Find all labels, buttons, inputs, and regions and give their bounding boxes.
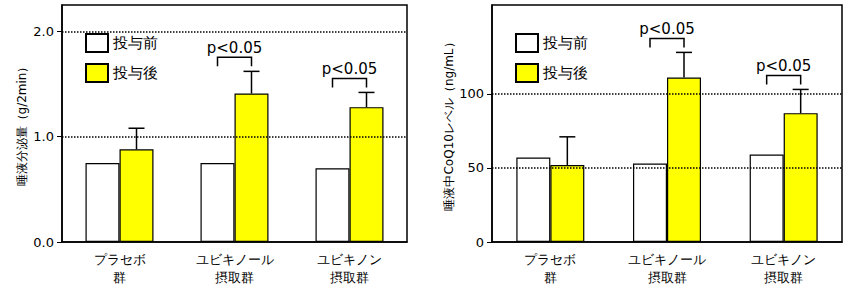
- svg-text:ユビキノン: ユビキノン: [317, 252, 382, 267]
- svg-text:プラセボ: プラセボ: [94, 252, 146, 267]
- svg-text:群: 群: [544, 270, 557, 285]
- svg-text:投与後: 投与後: [542, 64, 588, 82]
- svg-text:摂取群: 摂取群: [215, 270, 254, 285]
- svg-text:0: 0: [476, 235, 484, 250]
- svg-text:唾液分泌量（g/2min）: 唾液分泌量（g/2min）: [15, 61, 29, 187]
- svg-text:唾液中CoQ10レベル（ng/mL）: 唾液中CoQ10レベル（ng/mL）: [442, 36, 456, 210]
- svg-text:50: 50: [467, 160, 484, 175]
- svg-text:摂取群: 摂取群: [648, 270, 687, 285]
- svg-text:摂取群: 摂取群: [764, 270, 803, 285]
- svg-text:ユビキノン: ユビキノン: [751, 252, 816, 267]
- svg-text:2.0: 2.0: [33, 24, 54, 39]
- svg-text:投与後: 投与後: [112, 64, 158, 82]
- svg-text:p<0.05: p<0.05: [322, 60, 378, 78]
- svg-text:群: 群: [113, 270, 126, 285]
- svg-text:投与前: 投与前: [112, 34, 158, 52]
- svg-text:摂取群: 摂取群: [330, 270, 369, 285]
- svg-text:投与前: 投与前: [542, 34, 588, 52]
- svg-text:p<0.05: p<0.05: [756, 57, 812, 75]
- svg-text:ユビキノール: ユビキノール: [196, 252, 274, 267]
- svg-text:1.0: 1.0: [33, 129, 54, 144]
- svg-text:p<0.05: p<0.05: [207, 39, 263, 57]
- svg-text:0.0: 0.0: [33, 235, 54, 250]
- svg-text:プラセボ: プラセボ: [524, 252, 576, 267]
- svg-text:p<0.05: p<0.05: [639, 20, 695, 38]
- svg-text:ユビキノール: ユビキノール: [628, 252, 706, 267]
- svg-text:100: 100: [459, 86, 484, 101]
